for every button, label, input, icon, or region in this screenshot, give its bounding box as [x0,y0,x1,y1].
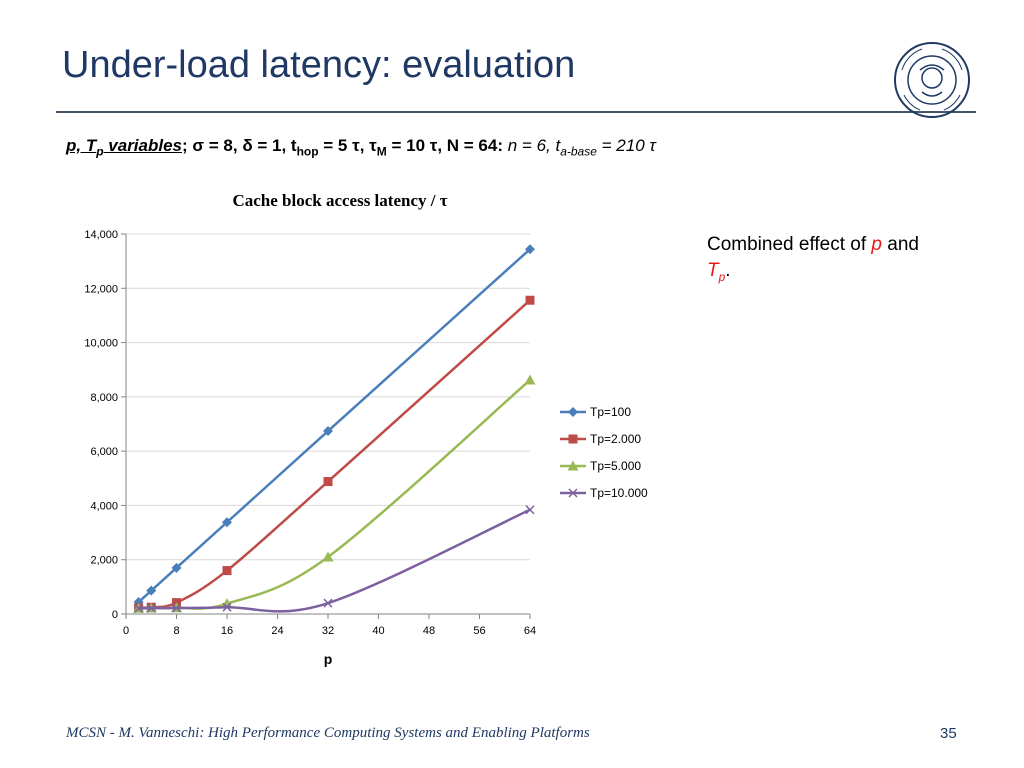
data-point-tp-10-000 [171,603,182,613]
x-axis-label: p [324,651,333,667]
chart-title: Cache block access latency / τ [232,191,448,210]
legend-marker-tp-2-000 [568,434,578,444]
legend-label-tp-2-000: Tp=2.000 [590,432,641,446]
series-line-tp-10-000 [138,508,531,613]
university-seal-logo [894,42,970,118]
legend-label-tp-5-000: Tp=5.000 [590,459,641,473]
y-tick-label: 6,000 [90,446,118,458]
x-tick-label: 64 [524,625,536,637]
x-tick-label: 32 [322,625,334,637]
chart-canvas: 0 2,000 4,000 6,000 8,000 10,000 12,000 14,000 0… [84,229,648,667]
x-tick-label: 56 [473,625,485,637]
data-point-tp-100 [171,562,182,573]
x-tick-label: 40 [372,625,384,637]
data-point-tp-5-000 [221,598,233,609]
params-semicolon: ; [182,136,188,155]
data-point-tp-100 [525,244,535,255]
parameters-line: p, Tp variables; σ = 8, δ = 1, thop = 5 … [66,136,656,158]
slide-title: Under-load latency: evaluation [62,44,576,86]
data-point-tp-2-000 [222,566,232,576]
legend-label-tp-100: Tp=100 [590,405,631,419]
side-note-and: and [882,234,919,255]
x-tick-label: 0 [123,625,129,637]
side-note: Combined effect of p and Tp. [707,232,947,290]
params-n-tbase: n = 6, ta-base = 210 τ [503,136,656,159]
series-line-tp-5-000 [138,379,531,610]
data-point-tp-2-000 [525,295,535,305]
data-point-tp-100 [222,517,232,528]
x-tick-label: 48 [423,625,435,637]
data-point-tp-5-000 [524,374,536,385]
footer-text: MCSN - M. Vanneschi: High Performance Co… [66,725,590,741]
params-colon: : [497,136,504,155]
y-tick-label: 12,000 [84,283,118,295]
data-point-tp-100 [146,585,157,596]
side-note-prefix: Combined effect of [707,234,872,255]
y-tick-label: 14,000 [84,229,118,241]
x-tick-label: 8 [173,625,179,637]
data-point-tp-10-000 [222,602,232,612]
params-p-label: p, Tp variables [66,136,183,159]
latency-chart: Cache block access latency / τ 0 2,000 4,0… [60,185,700,675]
data-point-tp-10-000 [525,505,535,515]
side-note-p: p [871,234,882,255]
y-tick-label: 2,000 [90,555,118,567]
legend-marker-tp-10-000 [568,488,578,498]
data-point-tp-100 [323,426,333,437]
series-line-tp-100 [137,248,531,603]
y-tick-label: 0 [112,609,118,621]
data-point-tp-10-000 [134,603,144,613]
data-point-tp-10-000 [146,603,156,613]
data-point-tp-2-000 [323,477,333,487]
x-tick-label: 16 [221,625,233,637]
side-note-period: . [725,260,731,281]
legend-marker-tp-5-000 [567,460,579,471]
title-divider [56,111,976,113]
y-tick-label: 4,000 [90,500,118,512]
legend-label-tp-10-000: Tp=10.000 [590,486,648,500]
data-point-tp-5-000 [322,551,334,562]
legend-marker-tp-100 [568,407,578,417]
x-tick-label: 24 [271,625,283,637]
y-tick-label: 10,000 [84,338,118,350]
y-tick-label: 8,000 [90,392,118,404]
side-note-tp: Tp [707,260,726,284]
page-number: 35 [940,725,957,742]
series-line-tp-2-000 [138,299,531,610]
data-point-tp-10-000 [323,598,333,608]
params-constants: σ = 8, δ = 1, thop = 5 τ, τM = 10 τ, N =… [187,136,498,159]
